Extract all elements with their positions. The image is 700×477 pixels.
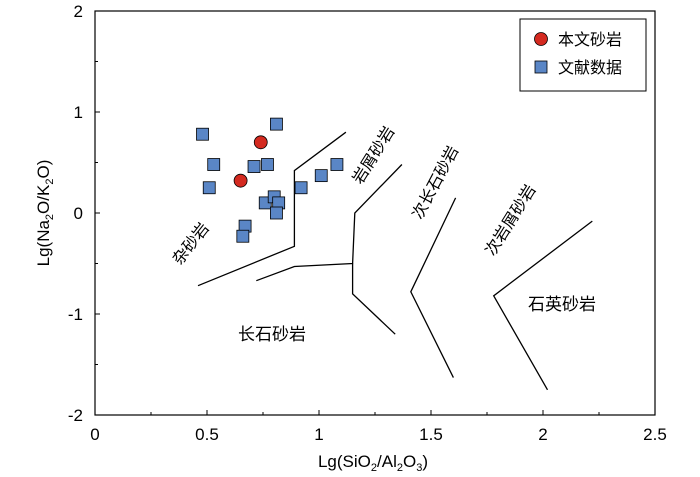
- x-tick-label-3: 1: [314, 425, 323, 444]
- legend-frame: [519, 18, 647, 92]
- y-axis-title: Lg(Na2O/K2O): [34, 160, 56, 267]
- y-tick-label-5: -2: [68, 406, 83, 425]
- boundary-line-4: [410, 197, 457, 378]
- field-label-greywacke: 杂砂岩: [168, 219, 213, 269]
- point-this-study-2: [233, 173, 248, 188]
- x-axis-title: Lg(SiO2/Al2O3): [318, 452, 428, 474]
- y-tick-label-4: -1: [68, 305, 83, 324]
- point-literature-2: [207, 158, 221, 171]
- point-literature-13: [270, 206, 283, 220]
- y-tick-label-2: 1: [74, 103, 83, 122]
- legend-label-literature: 文献数据: [558, 58, 622, 77]
- point-literature-1: [196, 127, 209, 141]
- field-label-arkose: 长石砂岩: [238, 325, 306, 345]
- boundary-line-2: [256, 164, 403, 282]
- point-literature-6: [270, 117, 283, 131]
- axis-ticks: 0 0.5 1 1.5 2 2.5 2 1 0 -1 -2: [68, 2, 667, 444]
- data-points: [196, 117, 344, 243]
- field-label-quartz-arenite: 石英砂岩: [528, 295, 596, 315]
- y-tick-label-1: 2: [74, 2, 83, 21]
- point-literature-8: [314, 169, 328, 183]
- point-literature-3: [202, 181, 216, 195]
- legend-marker-square: [534, 60, 548, 74]
- field-label-sub-lithic-arenite: 次岩屑砂岩: [481, 181, 540, 259]
- boundary-line-5: [492, 220, 593, 391]
- point-literature-5: [261, 158, 274, 171]
- plot-frame: [94, 10, 656, 416]
- field-label-lithic-arenite: 岩屑砂岩: [348, 123, 398, 187]
- x-tick-label-1: 0: [90, 425, 99, 444]
- legend-label-this-study: 本文砂岩: [558, 30, 622, 49]
- field-boundary-lines: [197, 131, 593, 391]
- point-literature-4: [247, 160, 261, 173]
- point-literature-9: [330, 158, 344, 171]
- point-literature-15: [236, 229, 250, 243]
- x-tick-label-5: 2: [538, 425, 547, 444]
- legend-marker-circle: [534, 32, 548, 46]
- field-label-sub-arkose: 次长石砂岩: [408, 143, 462, 223]
- x-tick-label-6: 2.5: [643, 425, 667, 444]
- x-tick-label-2: 0.5: [195, 425, 219, 444]
- point-literature-7: [294, 181, 308, 195]
- x-tick-label-4: 1.5: [419, 425, 443, 444]
- boundary-line-3: [351, 263, 396, 335]
- y-tick-label-3: 0: [74, 204, 83, 223]
- boundary-line-1: [197, 131, 347, 287]
- point-this-study-1: [253, 135, 268, 150]
- legend: 本文砂岩 文献数据: [519, 18, 647, 92]
